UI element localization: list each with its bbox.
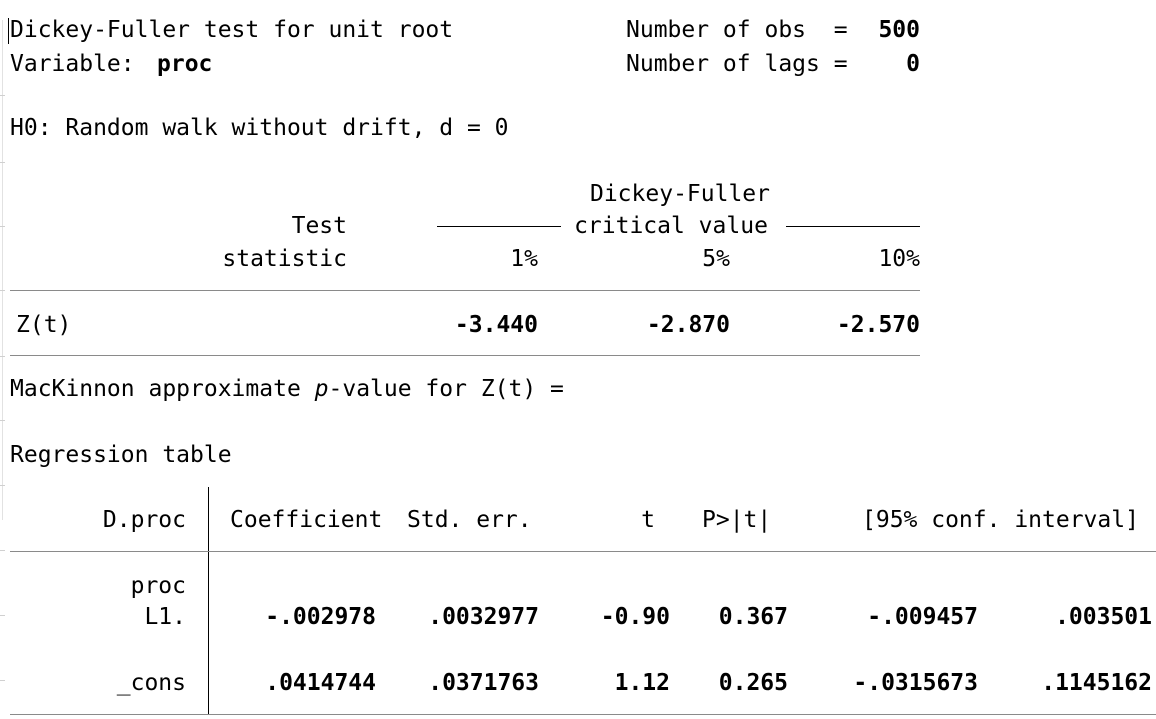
variable-label: Variable: — [10, 50, 135, 78]
reg-header-coef: Coefficient — [230, 506, 382, 534]
zt-10pct-value: -2.570 — [790, 311, 920, 339]
df-header-rule — [10, 290, 920, 291]
df-group-rule-left — [437, 226, 561, 227]
col-test-header-2: statistic — [150, 245, 347, 273]
gutter-tick — [0, 485, 5, 486]
reg-cell-se: .0032977 — [400, 603, 539, 631]
reg-cell-ci-high: .1145162 — [1000, 669, 1152, 697]
null-hypothesis: H0: Random walk without drift, d = 0 — [10, 114, 509, 142]
reg-cell-p: 0.367 — [690, 603, 788, 631]
col-1pct-header: 1% — [430, 245, 538, 273]
gutter-tick — [0, 356, 5, 357]
mackinnon-line: MacKinnon approximate p-value for Z(t) = — [10, 375, 564, 403]
df-group-rule-right — [786, 226, 920, 227]
reg-cell-t: -0.90 — [580, 603, 670, 631]
zt-test-statistic — [150, 311, 347, 339]
gutter-tick — [0, 615, 5, 616]
zt-5pct-value: -2.870 — [600, 311, 730, 339]
reg-header-t: t — [600, 506, 655, 534]
gutter-tick — [0, 226, 5, 227]
regression-title: Regression table — [10, 441, 232, 469]
reg-header-se: Std. err. — [407, 506, 532, 534]
mackinnon-suffix: -value for Z(t) = — [329, 376, 564, 402]
reg-cell-ci-high: .003501 — [1000, 603, 1152, 631]
lags-value: 0 — [860, 50, 920, 78]
test-title: Dickey-Fuller test for unit root — [10, 16, 453, 44]
reg-cell-t: 1.12 — [580, 669, 670, 697]
reg-header-p: P>|t| — [702, 506, 771, 534]
reg-cell-coef: -.002978 — [230, 603, 376, 631]
gutter-tick — [0, 162, 5, 163]
col-5pct-header: 5% — [620, 245, 730, 273]
variable-name: proc — [157, 50, 212, 78]
reg-cell-coef: .0414744 — [230, 669, 376, 697]
reg-bottom-rule — [10, 714, 1156, 715]
reg-cell-ci-low: -.0315673 — [820, 669, 978, 697]
mackinnon-p-italic: p — [315, 376, 329, 402]
obs-value: 500 — [860, 16, 920, 44]
lags-label: Number of lags = — [626, 50, 848, 78]
editor-gutter — [0, 0, 7, 719]
zt-1pct-value: -3.440 — [410, 311, 538, 339]
df-group-subtitle: critical value — [563, 212, 779, 240]
text-cursor — [8, 18, 9, 44]
reg-group-label: proc — [20, 572, 186, 600]
reg-cell-se: .0371763 — [400, 669, 539, 697]
reg-row-label: L1. — [20, 603, 186, 631]
reg-cell-p: 0.265 — [690, 669, 788, 697]
gutter-tick — [0, 420, 5, 421]
reg-row-label: _cons — [20, 669, 186, 697]
reg-header-rule — [10, 551, 1156, 552]
col-10pct-header: 10% — [810, 245, 920, 273]
df-group-title: Dickey-Fuller — [520, 180, 840, 208]
regression-divider — [208, 487, 209, 714]
mackinnon-prefix: MacKinnon approximate — [10, 376, 315, 402]
gutter-tick — [0, 680, 5, 681]
col-test-header-1: Test — [150, 212, 347, 240]
gutter-tick — [0, 290, 5, 291]
zt-row-label: Z(t) — [16, 311, 71, 339]
df-bottom-rule — [10, 355, 920, 356]
obs-label: Number of obs = — [626, 16, 848, 44]
reg-cell-ci-low: -.009457 — [820, 603, 978, 631]
reg-header-ci: [95% conf. interval] — [862, 506, 1139, 534]
reg-header-depvar: D.proc — [20, 506, 186, 534]
gutter-tick — [0, 95, 5, 96]
gutter-tick — [0, 550, 5, 551]
